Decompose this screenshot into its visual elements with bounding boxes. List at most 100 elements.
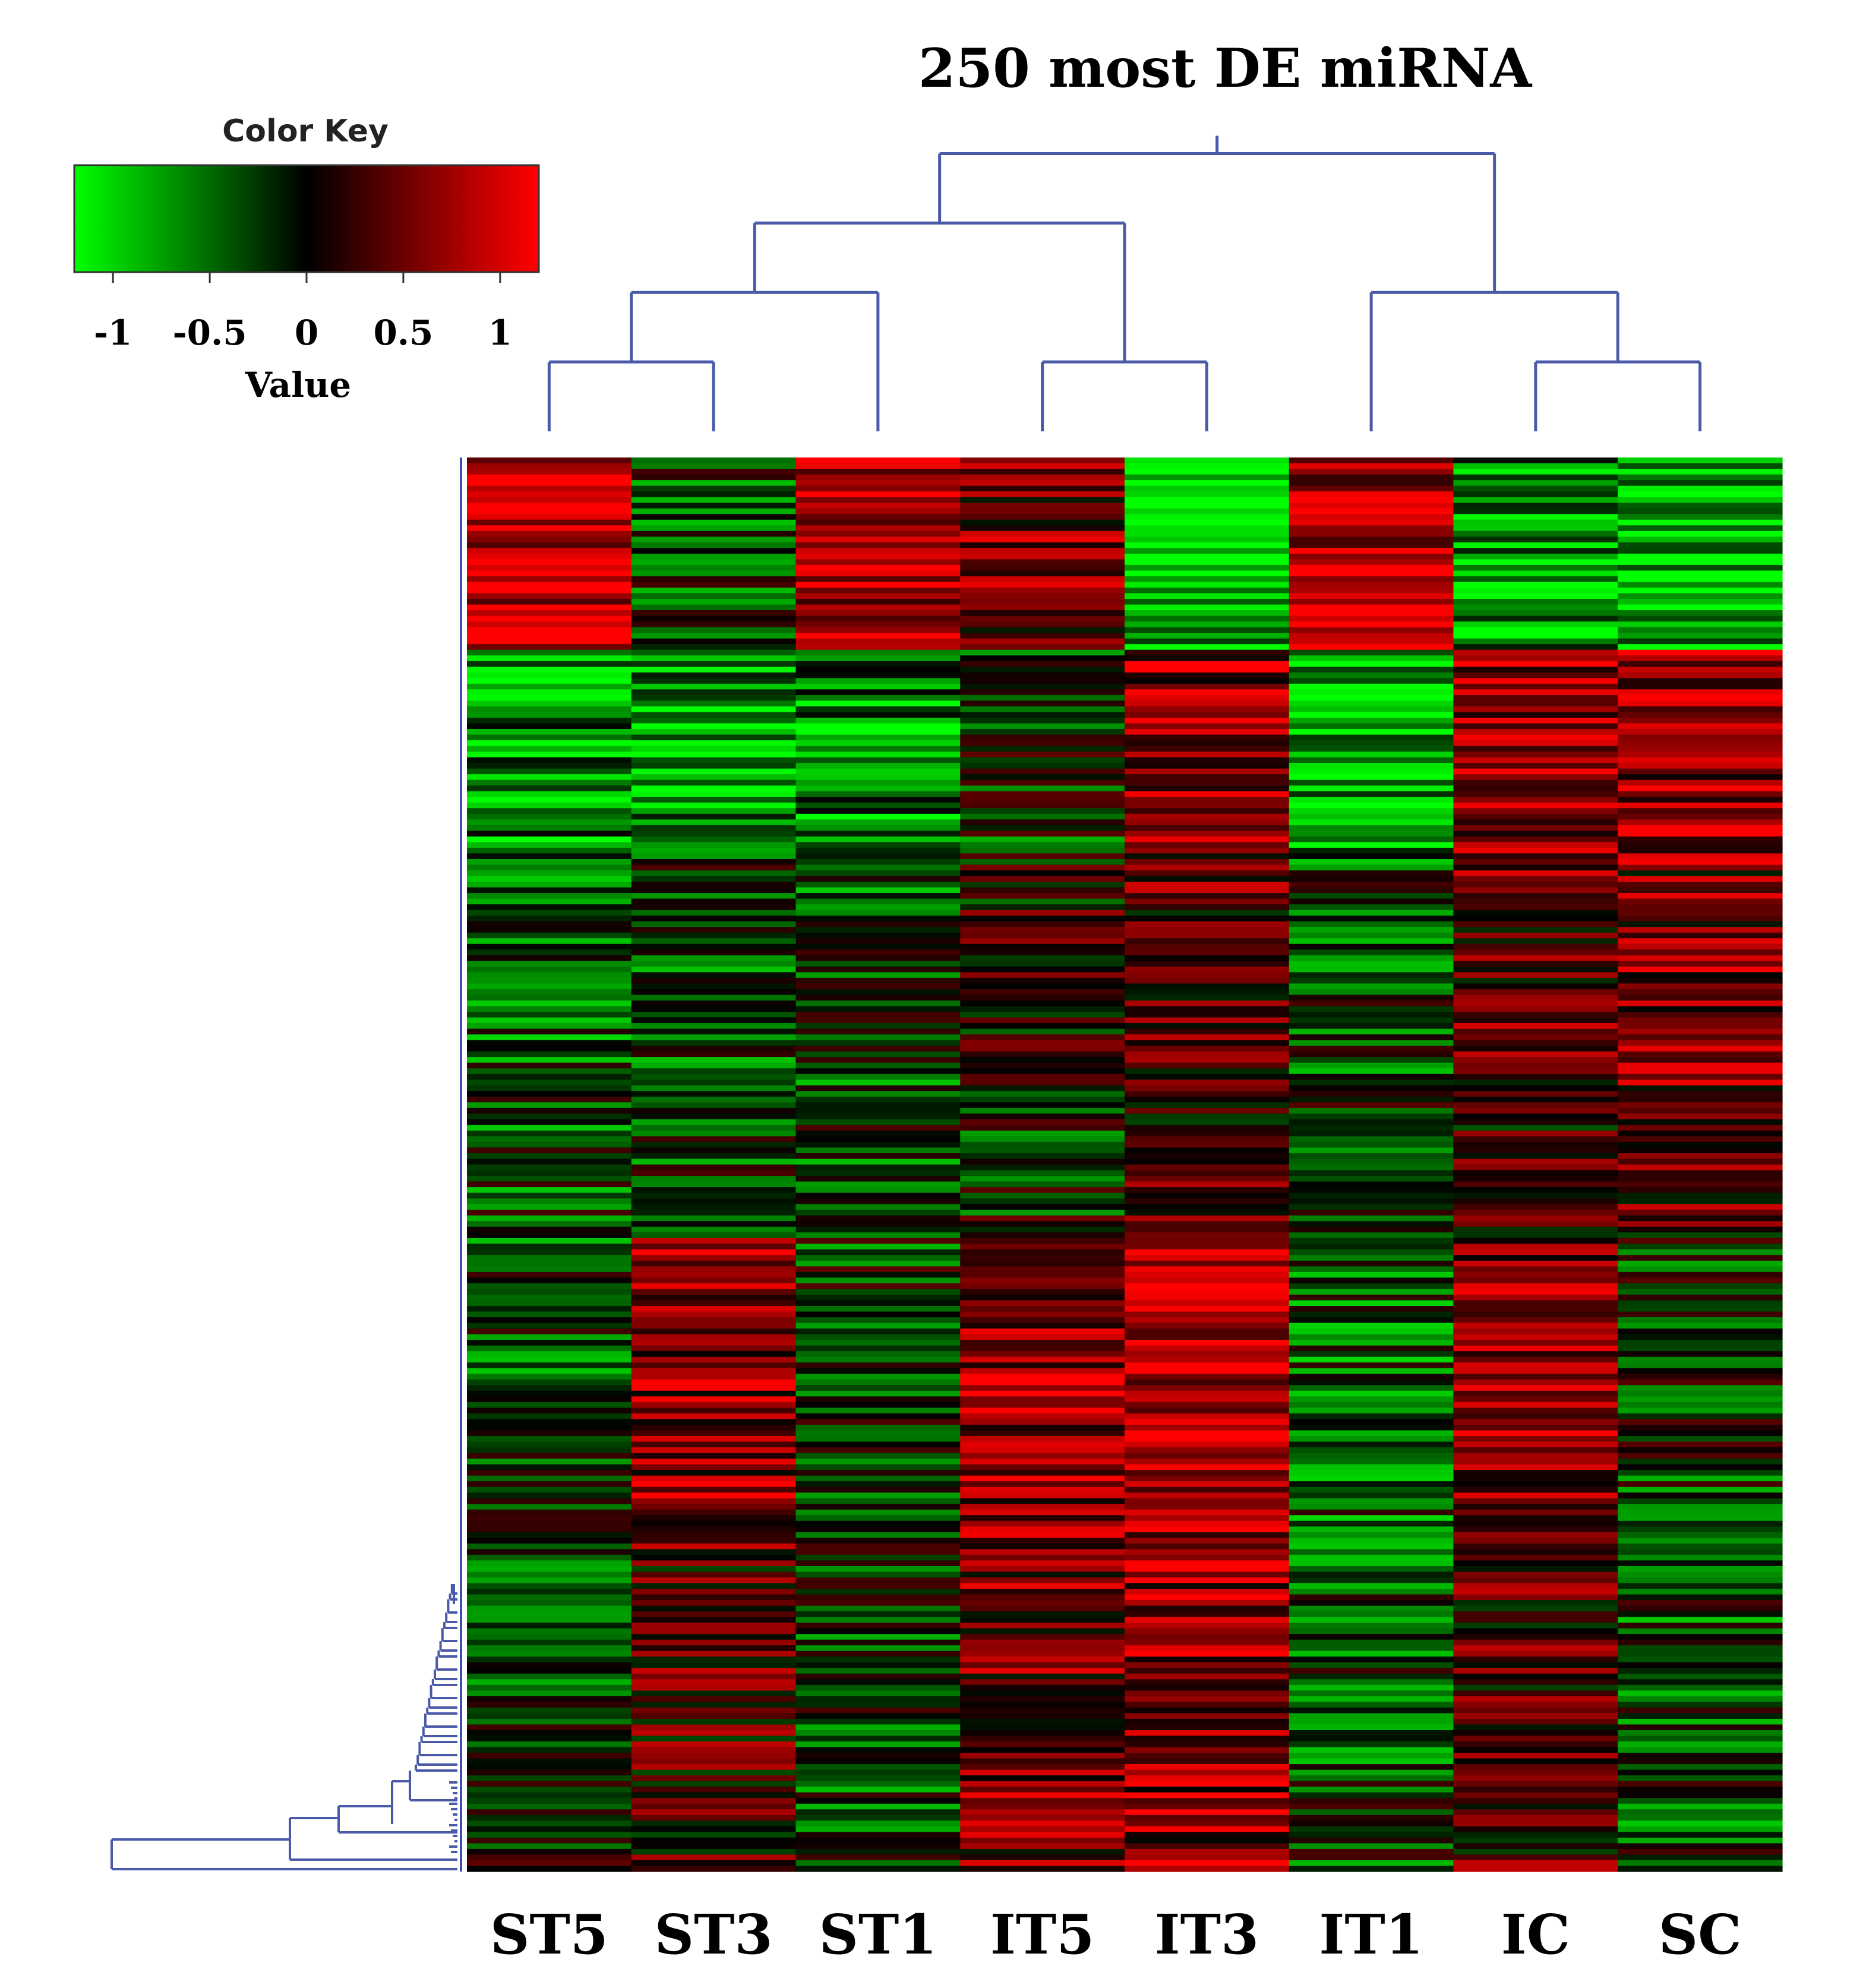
heatmap-cell bbox=[467, 1753, 632, 1759]
heatmap-cell bbox=[467, 1210, 632, 1216]
heatmap-cell bbox=[1453, 1753, 1618, 1759]
heatmap-cell bbox=[1618, 1170, 1783, 1176]
heatmap-cell bbox=[795, 1317, 961, 1324]
heatmap-cell bbox=[1125, 1034, 1290, 1041]
heatmap-cell bbox=[1618, 1735, 1783, 1742]
heatmap-cell bbox=[467, 1385, 632, 1391]
row-dendrogram bbox=[110, 1584, 457, 1870]
heatmap-cell bbox=[1618, 1238, 1783, 1244]
heatmap-cell bbox=[960, 1266, 1125, 1273]
heatmap-cell bbox=[467, 1656, 632, 1663]
heatmap-cell bbox=[1618, 491, 1783, 498]
heatmap-cell bbox=[1453, 825, 1618, 831]
heatmap-cell bbox=[795, 1866, 961, 1872]
heatmap-cell bbox=[631, 508, 797, 515]
heatmap-cell bbox=[795, 938, 961, 945]
heatmap-cell bbox=[1125, 1453, 1290, 1459]
heatmap-cell bbox=[467, 1718, 632, 1725]
heatmap-cell bbox=[467, 780, 632, 786]
heatmap-cell bbox=[1289, 1696, 1454, 1702]
heatmap-cell bbox=[1618, 1459, 1783, 1465]
heatmap-cell bbox=[1453, 1176, 1618, 1182]
heatmap-cell bbox=[467, 570, 632, 577]
heatmap-cell bbox=[795, 678, 961, 684]
column-dendrogram bbox=[547, 135, 1702, 431]
heatmap-cell bbox=[960, 548, 1125, 554]
heatmap-cell bbox=[1289, 1085, 1454, 1091]
heatmap-cell bbox=[1125, 1040, 1290, 1046]
heatmap-cell bbox=[467, 1453, 632, 1459]
heatmap-cell bbox=[1618, 1130, 1783, 1137]
heatmap-cell bbox=[1618, 1323, 1783, 1329]
heatmap-cell bbox=[467, 1515, 632, 1522]
heatmap-cell bbox=[631, 616, 797, 622]
heatmap-cell bbox=[467, 797, 632, 803]
heatmap-cell bbox=[1618, 943, 1783, 950]
heatmap-cell bbox=[631, 961, 797, 967]
heatmap-cell bbox=[1453, 1837, 1618, 1844]
heatmap-cell bbox=[631, 1803, 797, 1810]
heatmap-cell bbox=[795, 1283, 961, 1290]
heatmap-cell bbox=[1125, 1419, 1290, 1425]
heatmap-cell bbox=[1125, 859, 1290, 866]
heatmap-cell bbox=[467, 966, 632, 973]
heatmap-cell bbox=[960, 1368, 1125, 1374]
heatmap-cell bbox=[631, 1826, 797, 1832]
heatmap-cell bbox=[795, 836, 961, 842]
heatmap-cell bbox=[960, 695, 1125, 701]
heatmap-cell bbox=[467, 1820, 632, 1827]
heatmap-cell bbox=[467, 734, 632, 741]
heatmap-cell bbox=[631, 497, 797, 503]
heatmap-cell bbox=[467, 627, 632, 633]
heatmap-cell bbox=[467, 1379, 632, 1386]
heatmap-cell bbox=[1453, 1181, 1618, 1188]
heatmap-cell bbox=[960, 989, 1125, 995]
heatmap-cell bbox=[467, 519, 632, 526]
heatmap-cell bbox=[467, 672, 632, 679]
heatmap-cell bbox=[960, 1379, 1125, 1386]
heatmap-cell bbox=[1453, 678, 1618, 684]
heatmap-cell bbox=[631, 1419, 797, 1425]
heatmap-cell bbox=[467, 1340, 632, 1346]
heatmap-cell bbox=[631, 1815, 797, 1821]
heatmap-cell bbox=[1618, 599, 1783, 605]
heatmap-cell bbox=[960, 531, 1125, 537]
heatmap-cell bbox=[467, 1390, 632, 1397]
heatmap-cell bbox=[631, 1102, 797, 1109]
heatmap-cell bbox=[960, 1543, 1125, 1550]
heatmap-cell bbox=[467, 972, 632, 979]
heatmap-cell bbox=[467, 1011, 632, 1018]
heatmap-cell bbox=[795, 672, 961, 679]
heatmap-cell bbox=[1289, 1787, 1454, 1793]
heatmap-cell bbox=[1289, 1074, 1454, 1080]
heatmap-cell bbox=[467, 1334, 632, 1340]
heatmap-cell bbox=[1453, 797, 1618, 803]
heatmap-cell bbox=[467, 1300, 632, 1307]
heatmap-cell bbox=[795, 927, 961, 933]
heatmap-cell bbox=[467, 989, 632, 995]
heatmap-cell bbox=[795, 1690, 961, 1697]
heatmap-cell bbox=[1453, 1351, 1618, 1358]
heatmap-cell bbox=[1289, 1136, 1454, 1143]
heatmap-cell bbox=[960, 1362, 1125, 1369]
heatmap-cell bbox=[1618, 1560, 1783, 1567]
heatmap-cell bbox=[1289, 740, 1454, 747]
heatmap-cell bbox=[1125, 1589, 1290, 1595]
heatmap-cell bbox=[467, 1758, 632, 1765]
heatmap-cell bbox=[1453, 763, 1618, 769]
heatmap-cell bbox=[1289, 1374, 1454, 1380]
heatmap-cell bbox=[1453, 474, 1618, 481]
heatmap-cell bbox=[795, 655, 961, 662]
heatmap-cell bbox=[467, 457, 632, 464]
heatmap-cell bbox=[960, 712, 1125, 718]
heatmap-cell bbox=[1618, 689, 1783, 696]
heatmap-cell bbox=[1125, 667, 1290, 673]
heatmap-cell bbox=[631, 542, 797, 548]
column-label: IT1 bbox=[1319, 1902, 1423, 1967]
heatmap-cell bbox=[631, 627, 797, 633]
heatmap-cell bbox=[795, 1187, 961, 1194]
heatmap-cell bbox=[795, 1379, 961, 1386]
heatmap-cell bbox=[467, 1306, 632, 1312]
heatmap-cell bbox=[1125, 1526, 1290, 1533]
heatmap-cell bbox=[1453, 1848, 1618, 1856]
